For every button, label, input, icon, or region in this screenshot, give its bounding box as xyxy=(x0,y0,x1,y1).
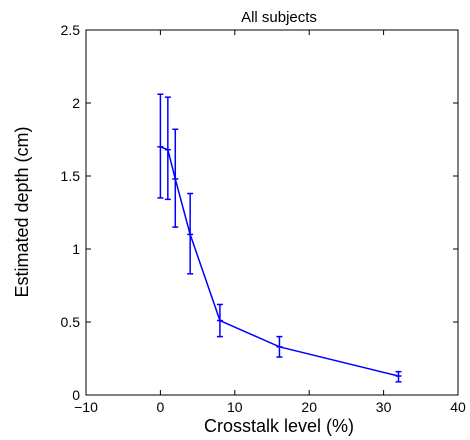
x-axis-label: Crosstalk level (%) xyxy=(204,416,354,436)
x-tick-label: 10 xyxy=(227,399,243,415)
y-tick-label: 2 xyxy=(72,95,80,111)
series-group xyxy=(157,93,402,383)
y-axis-label: Estimated depth (cm) xyxy=(12,126,32,297)
x-tick-label: 30 xyxy=(376,399,392,415)
y-tick-label: 0 xyxy=(72,387,80,403)
x-tick-label: −10 xyxy=(74,399,98,415)
chart-title: All subjects xyxy=(241,9,317,26)
x-tick-label: 0 xyxy=(157,399,165,415)
x-tick-label: 20 xyxy=(301,399,317,415)
plot-area xyxy=(85,29,459,396)
y-tick-label: 0.5 xyxy=(61,314,81,330)
y-tick-label: 2.5 xyxy=(61,22,81,38)
y-tick-label: 1.5 xyxy=(61,168,81,184)
y-tick-label: 1 xyxy=(72,241,80,257)
x-tick-label: 40 xyxy=(450,399,466,415)
